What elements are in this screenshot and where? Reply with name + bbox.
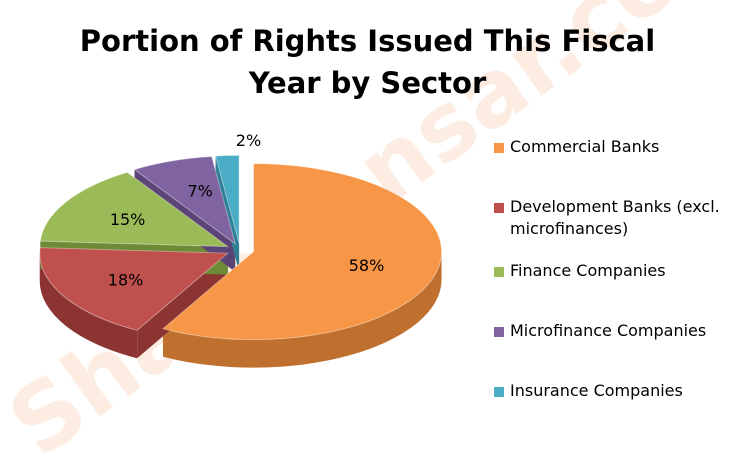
- legend-label-line: Microfinance Companies: [510, 321, 707, 340]
- pie-slice-side-1: [39, 253, 138, 359]
- data-label-2: 15%: [110, 210, 146, 229]
- legend-swatch: [494, 203, 504, 213]
- data-label-3: 7%: [188, 182, 213, 201]
- legend-swatch: [494, 143, 504, 153]
- legend-label: Commercial Banks: [510, 136, 659, 158]
- legend-label-line: Commercial Banks: [510, 137, 660, 156]
- pie-slice-2: [39, 171, 230, 248]
- legend-label-line: Finance Companies: [510, 261, 666, 280]
- chart-title-line-2: Year by Sector: [248, 66, 487, 100]
- pie-slice-wall-1-0: [137, 253, 228, 359]
- legend-label-line: Development Banks (excl.: [510, 197, 720, 216]
- legend-swatch: [494, 387, 504, 397]
- pie-slice-0: [161, 163, 443, 341]
- data-label-4: 2%: [236, 131, 261, 150]
- chart-title: Portion of Rights Issued This Fiscal Yea…: [0, 20, 735, 104]
- legend-label: Microfinance Companies: [510, 320, 706, 342]
- pie-slice-3: [133, 155, 237, 246]
- chart-title-line-1: Portion of Rights Issued This Fiscal: [79, 24, 656, 58]
- legend-label-line: microfinances): [510, 219, 629, 238]
- legend-label: Development Banks (excl. microfinances): [510, 196, 720, 240]
- legend-label: Insurance Companies: [510, 380, 683, 402]
- pie-slice-wall-4-0: [215, 156, 240, 272]
- legend-label-line: Insurance Companies: [510, 381, 683, 400]
- pie-slice-4: [214, 154, 240, 244]
- data-label-0: 58%: [349, 256, 385, 275]
- pie-slice-1: [39, 247, 230, 331]
- pie-tops: [39, 154, 443, 341]
- legend-label: Finance Companies: [510, 260, 666, 282]
- data-label-1: 18%: [108, 271, 144, 290]
- pie-slice-side-0: [162, 251, 442, 368]
- legend-swatch: [494, 267, 504, 277]
- legend-swatch: [494, 327, 504, 337]
